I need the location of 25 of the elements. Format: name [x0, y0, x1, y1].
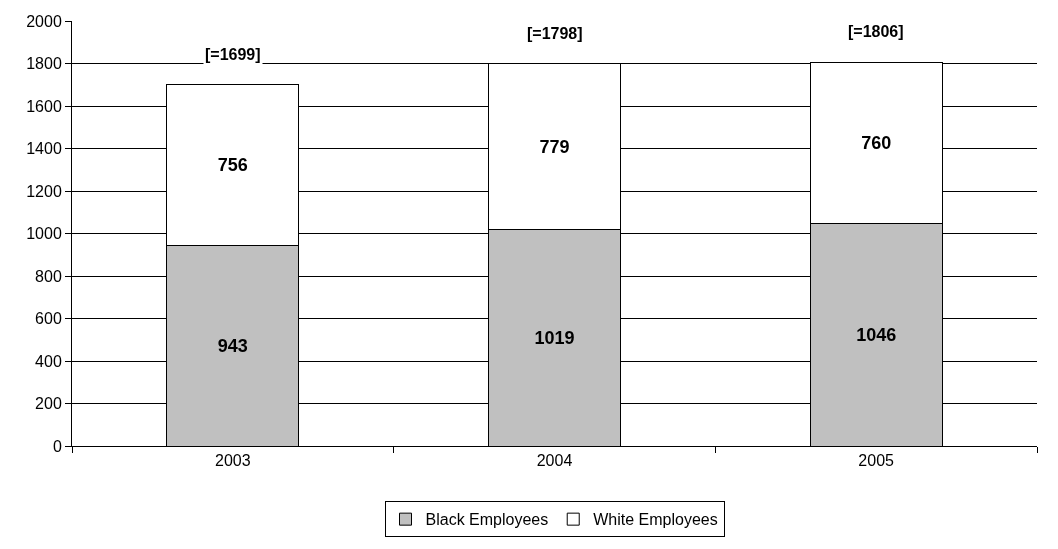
- data-label: 1046: [856, 324, 897, 345]
- y-tick-label: 200: [35, 395, 62, 413]
- total-label: [=1798]: [527, 25, 583, 42]
- data-label: 760: [861, 132, 892, 153]
- x-tick-label: 2005: [858, 452, 895, 470]
- y-tick-label: 2000: [26, 12, 62, 30]
- y-tick-label: 1400: [26, 140, 62, 158]
- y-tick-label: 800: [35, 267, 62, 285]
- y-tick-label: 1800: [26, 55, 62, 73]
- data-label: 943: [217, 335, 248, 356]
- total-label: [=1806]: [848, 23, 904, 40]
- y-tick-label: 1600: [26, 97, 62, 115]
- y-tick-label: 1200: [26, 182, 62, 200]
- total-label: [=1699]: [205, 46, 261, 63]
- data-label: 1019: [534, 327, 575, 348]
- legend-label: Black Employees: [425, 511, 549, 529]
- y-tick-label: 600: [35, 310, 62, 328]
- y-tick-label: 1000: [26, 225, 62, 243]
- y-tick-label: 0: [52, 437, 62, 455]
- y-tick-label: 400: [35, 352, 62, 370]
- data-label: 756: [217, 155, 248, 176]
- legend-label: White Employees: [593, 511, 718, 529]
- data-label: 779: [539, 136, 570, 157]
- x-tick-label: 2004: [536, 452, 573, 470]
- x-tick-label: 2003: [215, 452, 251, 470]
